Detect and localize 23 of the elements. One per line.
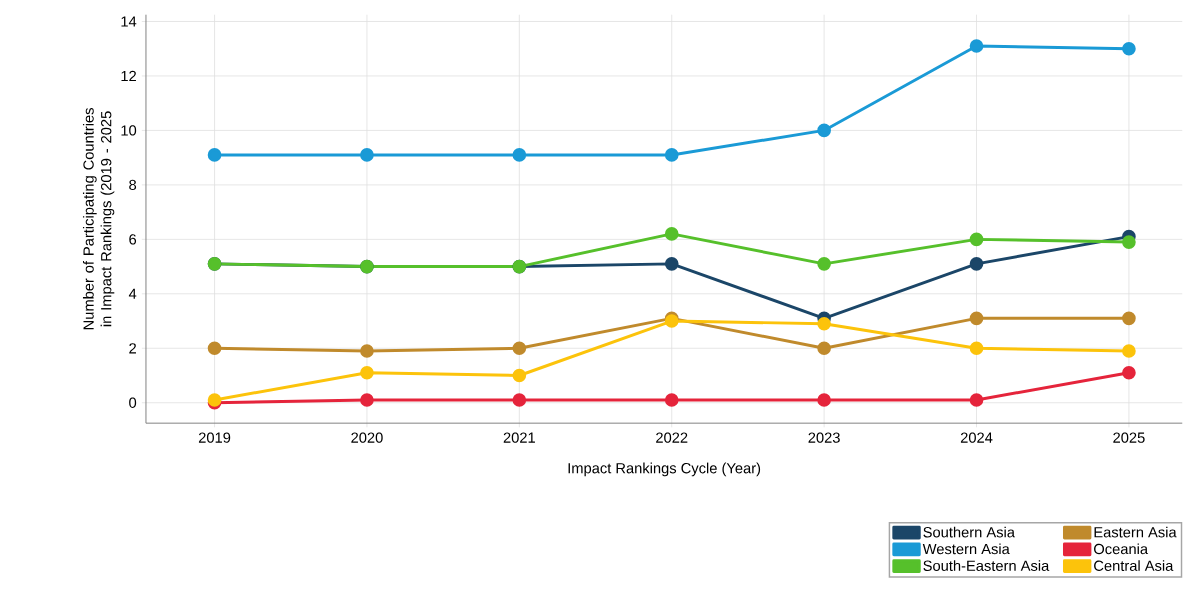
x-tick-label: 2024 xyxy=(960,432,993,444)
y-tick-label: 6 xyxy=(129,234,137,245)
x-tick-label: 2022 xyxy=(656,432,688,444)
y-tick-label: 12 xyxy=(121,71,136,82)
y-tick-label: 2 xyxy=(129,343,136,354)
x-tick-label: 2021 xyxy=(503,432,535,444)
legend-label: Southern Asia xyxy=(923,526,1015,538)
x-axis-title: Impact Rankings Cycle (Year) xyxy=(568,462,761,477)
x-tick-label: 2023 xyxy=(808,432,840,444)
y-axis-title: Number of Participating Countries in Impact Rankings (2019 - 2025 xyxy=(82,108,115,330)
x-tick-label: 2020 xyxy=(351,432,383,444)
y-tick-label: 14 xyxy=(121,16,137,27)
legend-label: South-Eastern Asia xyxy=(923,560,1050,572)
y-tick-label: 4 xyxy=(128,288,137,300)
y-tick-label: 0 xyxy=(129,397,137,409)
legend-label: Western Asia xyxy=(922,543,1010,555)
legend-label: Eastern Asia xyxy=(1094,526,1177,538)
legend-label: Oceania xyxy=(1094,543,1149,555)
y-tick-label: 10 xyxy=(121,125,137,136)
x-tick-label: 2025 xyxy=(1113,432,1145,444)
y-tick-label: 8 xyxy=(129,179,137,191)
x-tick-label: 2019 xyxy=(198,432,231,444)
legend-label: Central Asia xyxy=(1094,560,1174,572)
